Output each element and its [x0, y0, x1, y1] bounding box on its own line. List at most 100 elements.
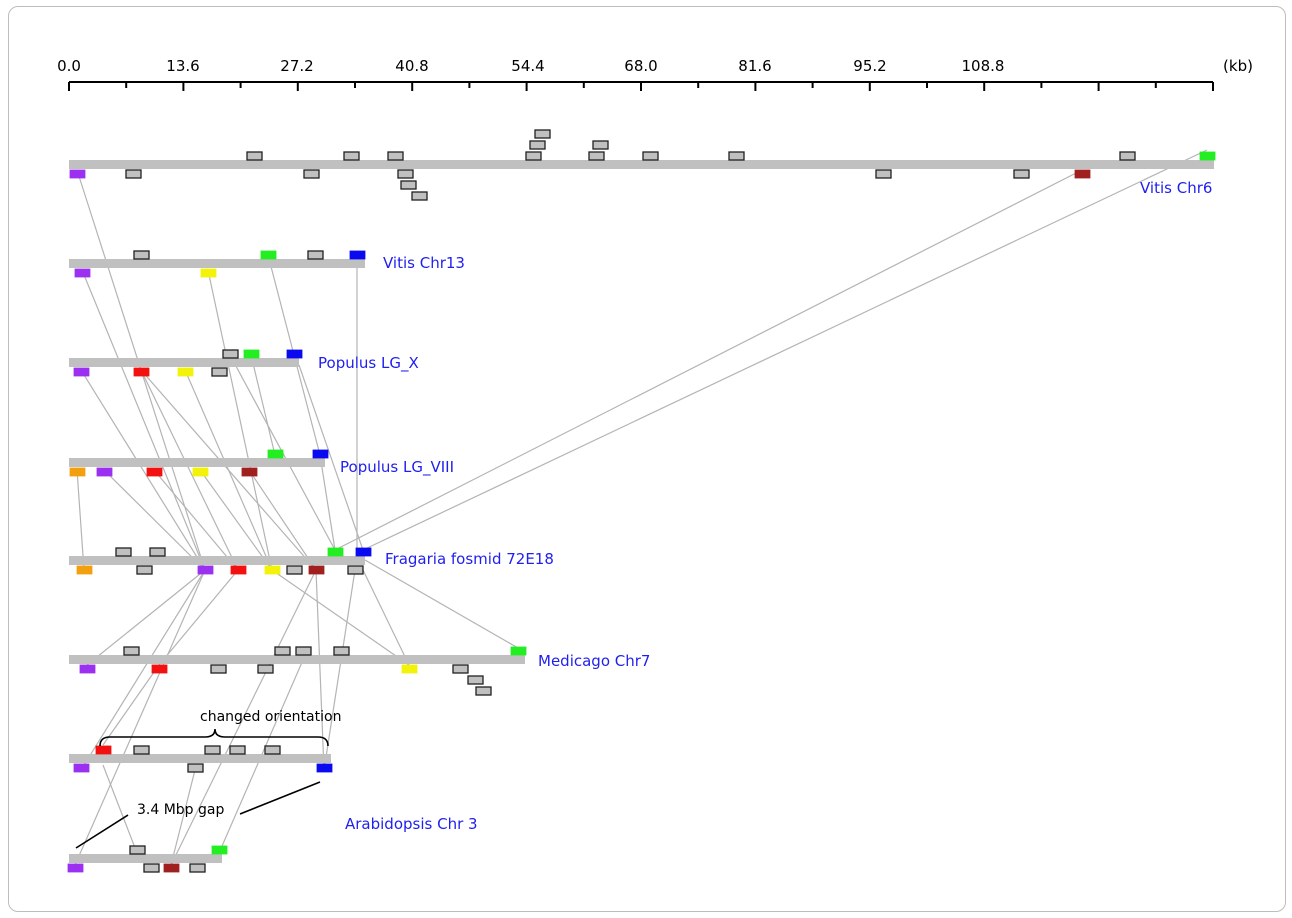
- ortholog-link: [158, 569, 239, 666]
- scale-axis: 0.0 13.6 27.2 40.8 54.4 68.0 81.6 95.2 1…: [57, 57, 1253, 91]
- gene-block: [143, 863, 160, 873]
- gene-block: [1013, 169, 1030, 179]
- gene-block: [115, 547, 132, 557]
- ortholog-link: [102, 664, 160, 746]
- ortholog-link: [207, 269, 273, 571]
- ortholog-link: [323, 569, 356, 771]
- ortholog-link: [293, 354, 321, 456]
- ortholog-link: [80, 569, 206, 771]
- gene-block: [588, 151, 605, 161]
- orientation-brace: [99, 728, 329, 747]
- gene-block: [400, 180, 417, 190]
- gene-block-green: [327, 547, 344, 557]
- gene-block: [264, 745, 281, 755]
- ortholog-link: [319, 454, 336, 551]
- gene-block-brown: [308, 565, 325, 575]
- gap-line-right: [239, 781, 321, 815]
- gene-block-green: [243, 349, 260, 359]
- chromosome-bar: [69, 754, 331, 763]
- label-populus-lgx: Populus LG_X: [318, 354, 419, 373]
- gene-block: [149, 547, 166, 557]
- gene-block: [257, 664, 274, 674]
- tick-label-5: 68.0: [624, 57, 657, 75]
- label-vitis-chr13: Vitis Chr13: [383, 254, 465, 272]
- gene-block: [1119, 151, 1136, 161]
- gene-block-red: [230, 565, 247, 575]
- tick-label-7: 95.2: [853, 57, 886, 75]
- ortholog-link: [140, 369, 317, 571]
- ortholog-link: [102, 764, 138, 854]
- gene-block: [210, 664, 227, 674]
- tick-label-6: 81.6: [738, 57, 771, 75]
- gene-block-purple: [74, 268, 91, 278]
- track-fragaria: [69, 547, 372, 575]
- gene-block: [136, 565, 153, 575]
- chromosome-labels: Vitis Chr6 Vitis Chr13 Populus LG_X Popu…: [318, 179, 1212, 833]
- gene-block: [123, 646, 140, 656]
- gene-block: [411, 191, 428, 201]
- gene-block-brown: [163, 863, 180, 873]
- gene-block: [592, 140, 609, 150]
- gap-text: 3.4 Mbp gap: [137, 802, 224, 818]
- gap-line-left: [75, 814, 129, 849]
- ortholog-link: [153, 469, 239, 571]
- gene-block: [467, 675, 484, 685]
- chromosome-bar: [69, 556, 365, 565]
- track-populus-lgviii: [69, 449, 329, 477]
- gene-block-yellow: [264, 565, 281, 575]
- gene-block: [274, 646, 291, 656]
- label-medicago-chr7: Medicago Chr7: [538, 652, 650, 670]
- track-medicago-chr7: [69, 646, 527, 696]
- ortholog-link: [315, 569, 325, 771]
- gene-block: [529, 140, 546, 150]
- gene-block-purple: [96, 467, 113, 477]
- label-populus-lgviii: Populus LG_VIII: [340, 458, 454, 477]
- gene-block-orange: [76, 565, 93, 575]
- chromosome-bar: [69, 358, 299, 367]
- gene-block: [246, 151, 263, 161]
- axis-unit: (kb): [1223, 57, 1253, 75]
- gene-block: [333, 646, 350, 656]
- gene-block-green: [1199, 151, 1216, 161]
- ortholog-link: [199, 469, 273, 571]
- gene-block-brown: [241, 467, 258, 477]
- gene-block: [343, 151, 360, 161]
- gene-block-purple: [73, 763, 90, 773]
- ortholog-link: [248, 469, 317, 571]
- ortholog-link: [74, 569, 206, 866]
- gene-block: [211, 367, 228, 377]
- track-arabidopsis-b: [67, 845, 228, 873]
- gene-block: [525, 151, 542, 161]
- gene-block-blue: [349, 250, 366, 260]
- tick-label-4: 54.4: [511, 57, 544, 75]
- gene-block-purple: [73, 367, 90, 377]
- label-arabidopsis-chr3: Arabidopsis Chr 3: [345, 815, 478, 833]
- gene-block: [189, 863, 206, 873]
- gene-block-yellow: [177, 367, 194, 377]
- tick-label-0: 0.0: [57, 57, 81, 75]
- tick-label-2: 27.2: [280, 57, 313, 75]
- gene-block-green: [211, 845, 228, 855]
- gene-block: [129, 845, 146, 855]
- chromosome-bar: [69, 655, 525, 664]
- ortholog-link: [362, 569, 410, 666]
- gene-block-yellow: [401, 664, 418, 674]
- gene-block: [642, 151, 659, 161]
- ortholog-link: [140, 369, 239, 571]
- ortholog-link: [81, 269, 206, 571]
- gene-block-purple: [79, 664, 96, 674]
- ortholog-links: [74, 149, 1208, 866]
- tick-label-8: 108.8: [962, 57, 1005, 75]
- gene-block: [387, 151, 404, 161]
- gene-block-green: [267, 449, 284, 459]
- gene-block-brown: [1074, 169, 1091, 179]
- gene-block: [347, 565, 364, 575]
- changed-orientation-text: changed orientation: [200, 709, 341, 725]
- gene-block-red: [151, 664, 168, 674]
- track-vitis-chr13: [69, 250, 366, 278]
- ortholog-link: [170, 569, 317, 866]
- gene-block: [125, 169, 142, 179]
- chromosome-tracks: [67, 129, 1216, 873]
- gene-block: [303, 169, 320, 179]
